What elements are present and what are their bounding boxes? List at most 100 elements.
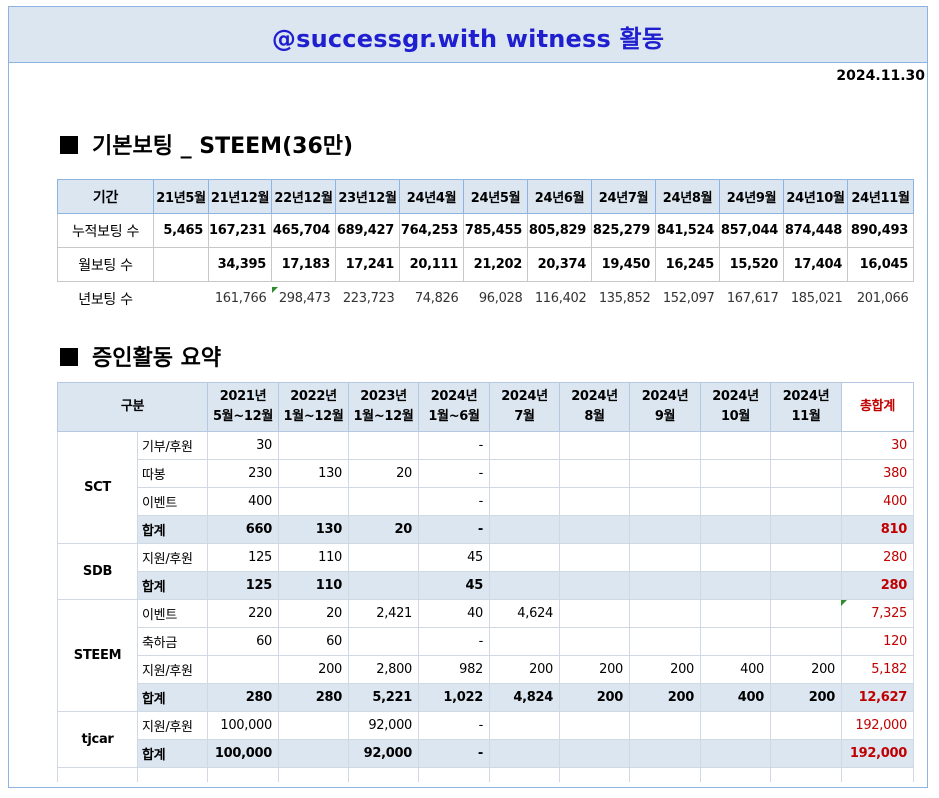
period-months: 1월~12월: [283, 409, 344, 424]
period-column-header: 2022년 1월~12월: [278, 382, 350, 432]
amount-cell: [629, 711, 702, 740]
blank-cell: [629, 767, 702, 782]
amount-cell: [489, 711, 561, 740]
voting-value-cell: [153, 247, 209, 282]
period-months: 1월~6월: [428, 409, 480, 424]
voting-value-cell: 16,045: [847, 247, 914, 282]
amount-cell: [700, 627, 772, 656]
amount-cell: 220: [207, 599, 280, 628]
amount-cell: [489, 739, 561, 768]
blank-row: [57, 767, 915, 782]
period-cell: 24년4월: [399, 179, 464, 214]
period-cell: 24년10월: [783, 179, 848, 214]
period-year: 2024년: [430, 389, 478, 404]
voting-value-cell: 465,704: [271, 213, 336, 248]
amount-cell: 100,000: [207, 711, 280, 740]
activity-row: SDB 지원/후원 125 110 45 280: [57, 543, 915, 600]
activity-type: 합계: [136, 515, 209, 544]
blank-cell: [489, 767, 561, 782]
amount-cell: [629, 459, 702, 488]
period-cell: 24년7월: [591, 179, 656, 214]
blank-cell: [770, 767, 843, 782]
basic-voting-header-row: 기간 21년5월 21년12월 22년12월 23년12월 24년4월 24년5월 24년6월…: [57, 179, 914, 214]
voting-row-label: 월보팅 수: [57, 247, 154, 282]
voting-value-cell: 805,829: [527, 213, 592, 248]
activity-row: STEEM 이벤트 220 20 2,421 40 4,624 7,325: [57, 599, 915, 712]
amount-cell: [348, 571, 420, 600]
amount-cell: 125: [207, 543, 280, 572]
voting-value-cell: 116,402: [534, 291, 587, 307]
period-months: 1월~12월: [353, 409, 414, 424]
row-total-cell: 192,000: [841, 711, 915, 740]
amount-cell: [278, 487, 350, 516]
amount-cell: -: [418, 627, 491, 656]
period-column-header: 2024년 9월: [629, 382, 702, 432]
period-cell: 24년11월: [847, 179, 914, 214]
amount-cell: [700, 459, 772, 488]
period-year: 2024년: [571, 389, 618, 404]
activity-type: 지원/후원: [136, 655, 209, 684]
amount-cell: 40: [418, 599, 491, 628]
period-year: 2024년: [782, 389, 830, 404]
amount-cell: 280: [207, 683, 280, 712]
period-cell: 24년6월: [527, 179, 592, 214]
voting-row: 월보팅 수 34,395 17,183 17,241 20,111 21,202 20,37…: [57, 247, 914, 282]
period-months: 10월: [720, 409, 751, 424]
row-total-cell: 380: [841, 459, 915, 488]
amount-cell: 110: [278, 571, 350, 600]
amount-cell: -: [418, 515, 491, 544]
activity-type: 합계: [136, 739, 209, 768]
amount-cell: 200: [770, 655, 843, 684]
cell-comment-marker: [841, 600, 847, 606]
voting-value-cell: 890,493: [847, 213, 914, 248]
blank-cell: [136, 767, 209, 782]
subtotal-row: 합계 660 130 20- 810: [58, 515, 915, 544]
voting-value-cell: 161,766: [214, 291, 267, 307]
period-year: 2022년: [290, 389, 337, 404]
activity-row: SCT 기부/후원 30-30: [57, 431, 915, 544]
amount-cell: 400: [207, 487, 280, 516]
period-header: 기간: [57, 179, 154, 214]
amount-cell: 280: [278, 683, 350, 712]
amount-cell: [700, 543, 772, 572]
amount-cell: 2,800: [348, 655, 420, 684]
voting-row: 년보팅 수 161,766 298,473 223,723 74,826 96,028 11…: [58, 282, 914, 316]
amount-cell: [629, 543, 702, 572]
cell-comment-marker: [272, 287, 278, 293]
voting-value-cell: 15,520: [719, 247, 784, 282]
amount-cell: 20: [278, 599, 350, 628]
voting-value-cell: 17,241: [335, 247, 400, 282]
amount-cell: [489, 543, 561, 572]
activity-type: 합계: [136, 683, 209, 712]
row-total-cell: 7,325: [841, 599, 915, 628]
amount-cell: [559, 739, 631, 768]
period-months: 7월: [514, 409, 535, 424]
amount-cell: [770, 515, 843, 544]
amount-cell: [489, 459, 561, 488]
amount-cell: 20: [348, 515, 420, 544]
amount-cell: [770, 571, 843, 600]
amount-cell: [770, 431, 843, 460]
amount-cell: [629, 431, 702, 460]
voting-value-cell: 689,427: [335, 213, 400, 248]
voting-value-cell: 841,524: [655, 213, 720, 248]
subtotal-row: 합계 100,000 92,000- 192,000: [58, 739, 915, 768]
title-banner: @successgr.with witness 활동: [9, 7, 927, 63]
voting-value-cell: 21,202: [463, 247, 528, 282]
period-cell: 22년12월: [271, 179, 336, 214]
amount-cell: 200: [559, 683, 631, 712]
amount-cell: 92,000: [348, 739, 420, 768]
voting-value-cell: 135,852: [598, 291, 651, 307]
voting-value-cell: 185,021: [790, 291, 843, 307]
row-total-cell: 5,182: [841, 655, 915, 684]
amount-cell: -: [418, 431, 491, 460]
amount-cell: [629, 627, 702, 656]
basic-voting-table: 기간 21년5월 21년12월 22년12월 23년12월 24년4월 24년5월 24년6월…: [57, 179, 914, 316]
activity-type: 합계: [136, 571, 209, 600]
voting-value-cell: 167,231: [208, 213, 272, 248]
amount-cell: 200: [770, 683, 843, 712]
amount-cell: [770, 711, 843, 740]
amount-cell: [700, 739, 772, 768]
voting-value-cell: 764,253: [399, 213, 464, 248]
amount-cell: 60: [207, 627, 280, 656]
